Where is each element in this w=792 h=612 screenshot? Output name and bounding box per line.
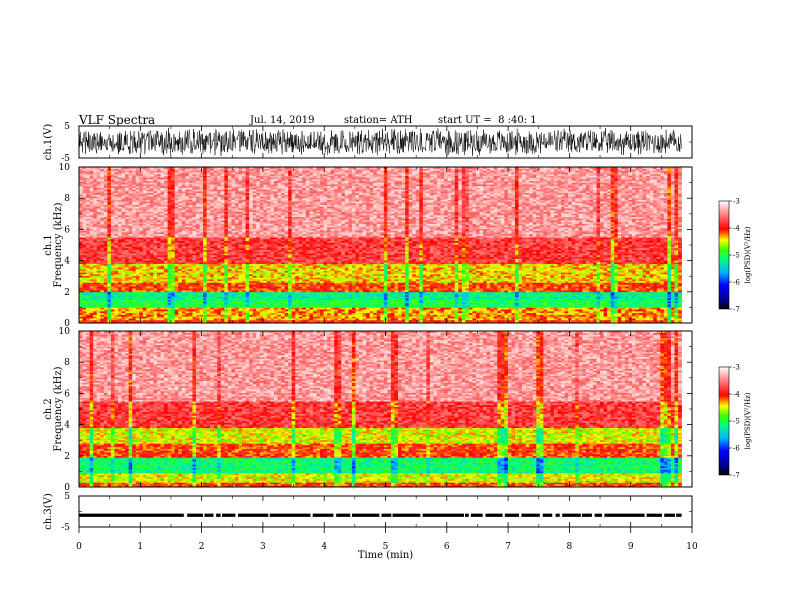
spectrogram-band-2 xyxy=(79,300,682,308)
spectrogram-band-4 xyxy=(79,282,682,292)
y-tick-label: 5 xyxy=(64,122,70,132)
waveform-label: ch.1(V) xyxy=(43,124,54,161)
spectrogram-band-1 xyxy=(79,307,682,320)
spectrogram-band-3 xyxy=(79,292,682,300)
spectrogram-band-5 xyxy=(79,264,682,283)
